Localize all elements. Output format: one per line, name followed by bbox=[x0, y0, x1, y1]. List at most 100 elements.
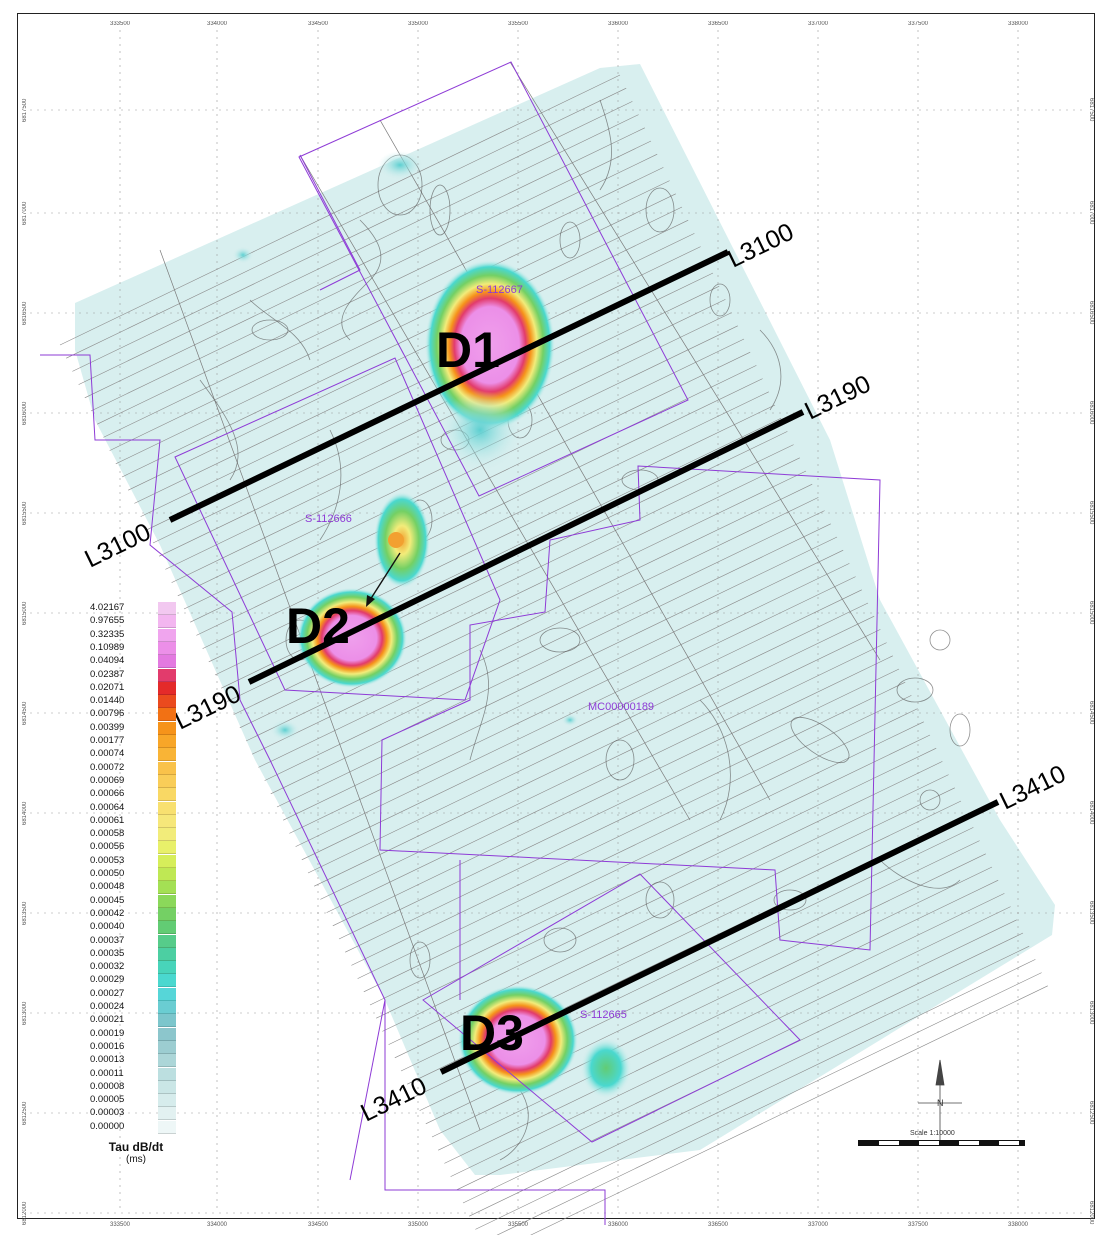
legend-value: 4.02167 bbox=[90, 602, 125, 613]
legend-value: 0.00066 bbox=[90, 788, 125, 800]
legend-entry: 0.00399 bbox=[86, 721, 186, 735]
legend-value: 0.00042 bbox=[90, 907, 125, 919]
coordinate-grid bbox=[30, 30, 1085, 1214]
x-tick-label-bottom: 335500 bbox=[508, 1222, 529, 1228]
flight-line bbox=[202, 378, 763, 649]
profile-label-l3410-end: L3410 bbox=[995, 760, 1070, 816]
legend-swatch bbox=[158, 1014, 176, 1028]
claim-label-s112667: S-112667 bbox=[476, 284, 523, 296]
claim-boundaries bbox=[40, 61, 881, 1225]
x-tick-label-bottom: 335000 bbox=[408, 1222, 429, 1228]
legend-entry: 0.00050 bbox=[86, 868, 186, 881]
legend-value: 0.00048 bbox=[90, 881, 125, 893]
flight-line bbox=[326, 642, 887, 913]
legend-swatch bbox=[158, 681, 176, 695]
legend-entry: 0.00048 bbox=[86, 881, 186, 895]
legend-swatch bbox=[158, 947, 176, 961]
legend-entry: 0.00056 bbox=[86, 841, 186, 855]
legend-value: 0.00016 bbox=[90, 1040, 125, 1052]
legend-swatch bbox=[158, 761, 176, 775]
legend-value: 0.00050 bbox=[90, 868, 125, 879]
legend-swatch bbox=[158, 748, 176, 762]
flight-line bbox=[78, 114, 639, 385]
scale-bar: Scale 1:10000 bbox=[858, 1130, 1028, 1170]
flight-line bbox=[314, 615, 875, 887]
y-tick-label-right: 6817000 bbox=[1088, 201, 1094, 225]
legend-swatch bbox=[158, 708, 176, 722]
legend-value: 0.00008 bbox=[90, 1080, 125, 1092]
x-tick-label-bottom: 338000 bbox=[1008, 1222, 1029, 1228]
x-tick-label-bottom: 334500 bbox=[308, 1222, 329, 1228]
flight-line bbox=[357, 708, 918, 979]
legend-value: 0.00061 bbox=[90, 814, 125, 826]
y-tick-label-left: 6814500 bbox=[22, 701, 28, 725]
legend-value: 0.00032 bbox=[90, 961, 125, 973]
flight-line bbox=[320, 629, 881, 900]
anomaly-label-d2: D2 bbox=[286, 598, 350, 654]
legend-swatch bbox=[158, 974, 176, 988]
legend-value: 0.00796 bbox=[90, 708, 125, 720]
legend-entry: 0.00003 bbox=[86, 1107, 186, 1121]
flight-line bbox=[530, 985, 1048, 1235]
y-tick-label-right: 6813500 bbox=[1088, 901, 1094, 925]
y-axis-left: 6817500 6817000 6816500 6816000 6815500 68150… bbox=[22, 98, 28, 1225]
flight-line bbox=[134, 233, 695, 504]
legend-value: 0.00013 bbox=[90, 1054, 125, 1066]
y-tick-label-left: 6812000 bbox=[22, 1201, 28, 1225]
anomaly-highs bbox=[233, 151, 631, 1098]
connector-arrow bbox=[366, 552, 401, 607]
legend-entry: 0.00008 bbox=[86, 1080, 186, 1094]
profile-line-l3190 bbox=[247, 409, 805, 685]
x-tick-label-top: 333500 bbox=[110, 21, 131, 27]
legend-value: 0.00074 bbox=[90, 748, 125, 760]
legend-swatch bbox=[158, 1120, 176, 1134]
legend-swatch bbox=[158, 934, 176, 948]
x-tick-label-top: 334500 bbox=[308, 21, 329, 27]
legend-swatch bbox=[158, 814, 176, 828]
scale-text: Scale 1:10000 bbox=[910, 1130, 955, 1137]
y-tick-label-left: 6815000 bbox=[22, 601, 28, 625]
claim-s112667-boundary bbox=[298, 61, 689, 497]
flight-line bbox=[456, 919, 1017, 1191]
legend-entry: 0.00024 bbox=[86, 1001, 186, 1014]
legend-value: 0.00037 bbox=[90, 934, 125, 946]
flight-line bbox=[301, 589, 862, 861]
legend-swatch bbox=[158, 695, 176, 709]
legend-units: (ms) bbox=[126, 1154, 146, 1165]
legend-value: 0.00035 bbox=[90, 947, 125, 959]
legend-swatch bbox=[158, 868, 176, 881]
legend-entry: 0.00066 bbox=[86, 788, 186, 802]
x-tick-label-top: 336500 bbox=[708, 21, 729, 27]
x-tick-label-bottom: 337500 bbox=[908, 1222, 929, 1228]
claim-mc00000189-boundary bbox=[379, 465, 881, 951]
legend-value: 0.00019 bbox=[90, 1027, 125, 1039]
legend-entry: 0.00035 bbox=[86, 947, 186, 961]
flight-line bbox=[332, 655, 893, 927]
legend-entry: 0.00005 bbox=[86, 1094, 186, 1108]
flight-line bbox=[183, 338, 745, 610]
profile-lines bbox=[168, 249, 1000, 1075]
claim-s112666-boundary bbox=[174, 357, 501, 701]
legend-value: 0.00024 bbox=[90, 1001, 125, 1012]
legend-entry: 0.00061 bbox=[86, 814, 186, 828]
flight-line bbox=[382, 761, 943, 1032]
y-tick-label-left: 6813000 bbox=[22, 1001, 28, 1025]
x-tick-label-bottom: 336500 bbox=[708, 1222, 729, 1228]
tie-line bbox=[159, 249, 481, 1131]
legend-entry: 0.00019 bbox=[86, 1027, 186, 1041]
profile-line-l3410 bbox=[439, 799, 1000, 1075]
profile-label-l3100-end: L3100 bbox=[723, 218, 798, 274]
flight-line bbox=[59, 74, 621, 346]
y-tick-label-left: 6812500 bbox=[22, 1101, 28, 1125]
y-tick-label-left: 6814000 bbox=[22, 801, 28, 825]
legend-entry: 0.00064 bbox=[86, 801, 186, 815]
legend-value: 0.00027 bbox=[90, 987, 125, 999]
legend-value: 0.00021 bbox=[90, 1014, 125, 1026]
flight-line bbox=[97, 153, 658, 425]
y-tick-label-right: 6812000 bbox=[1088, 1201, 1094, 1225]
outer-claim-boundary-2 bbox=[349, 999, 386, 1181]
legend-swatch bbox=[158, 854, 176, 868]
legend-entry: 0.10989 bbox=[86, 641, 186, 655]
legend-value: 0.00399 bbox=[90, 721, 125, 733]
